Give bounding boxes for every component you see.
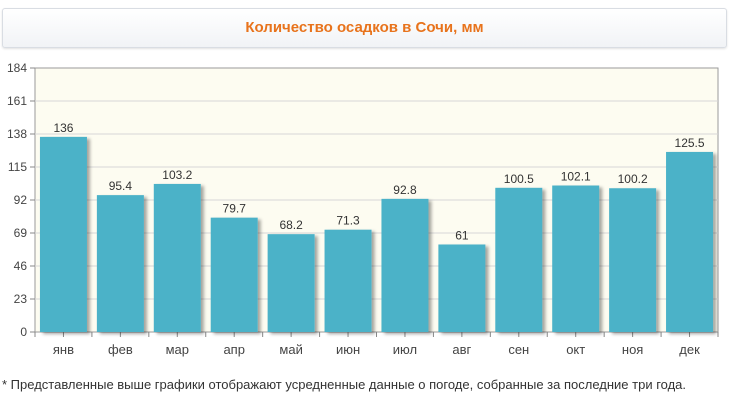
x-tick-label: фев: [108, 342, 133, 357]
value-label: 102.1: [561, 170, 591, 184]
bar-4: [210, 217, 258, 332]
value-label: 103.2: [162, 168, 192, 182]
bar-5: [267, 234, 315, 332]
y-tick-label: 0: [20, 325, 27, 339]
bar-1: [39, 136, 87, 332]
bar-12: [666, 151, 714, 332]
x-tick-label: июл: [393, 342, 417, 357]
y-axis: 0 23 46 69 92 115 138 161 184: [7, 61, 35, 339]
value-label: 92.8: [393, 183, 417, 197]
x-tick-label: апр: [223, 342, 245, 357]
bar-8: [438, 244, 486, 332]
bar-11: [609, 188, 657, 332]
y-tick-label: 115: [8, 160, 27, 174]
x-axis: янв фев мар апр май июн июл авг сен окт ноя дек: [34, 332, 719, 357]
chart-title-bar: Количество осадков в Сочи, мм: [2, 8, 727, 48]
value-label: 68.2: [279, 218, 303, 232]
value-labels: 136 95.4 103.2 79.7 68.2 71.3 92.8 61 100.5 102.1…: [53, 121, 704, 243]
x-tick-label: июн: [336, 342, 360, 357]
x-tick-label: ноя: [622, 342, 643, 357]
y-tick-label: 92: [14, 193, 28, 207]
x-tick-label: мар: [166, 342, 189, 357]
bar-9: [495, 187, 543, 332]
bar-6: [324, 229, 372, 332]
x-tick-label: дек: [679, 342, 700, 357]
value-label: 79.7: [223, 202, 247, 216]
value-label: 100.2: [618, 172, 648, 186]
x-tick-label: сен: [508, 342, 529, 357]
y-tick-label: 138: [7, 127, 27, 141]
y-tick-label: 23: [14, 292, 28, 306]
footnote: * Представленные выше графики отображают…: [2, 377, 687, 392]
value-label: 100.5: [504, 172, 534, 186]
x-tick-label: янв: [53, 342, 74, 357]
y-tick-label: 161: [7, 94, 27, 108]
y-tick-label: 46: [14, 259, 28, 273]
x-tick-label: авг: [452, 342, 471, 357]
value-label: 95.4: [109, 179, 133, 193]
bar-7: [381, 198, 429, 332]
value-label: 136: [53, 121, 73, 135]
value-label: 125.5: [675, 136, 705, 150]
y-tick-label: 69: [14, 226, 28, 240]
bars: [39, 136, 714, 332]
chart-title: Количество осадков в Сочи, мм: [245, 19, 484, 36]
value-label: 61: [455, 228, 469, 242]
value-label: 71.3: [336, 214, 360, 228]
x-tick-label: май: [279, 342, 302, 357]
precipitation-bar-chart: 0 23 46 69 92 115 138 161 184 янв фев мар апр май июн…: [7, 61, 719, 357]
bar-10: [552, 185, 600, 332]
bar-2: [96, 195, 144, 332]
y-tick-label: 184: [7, 61, 27, 75]
bar-3: [153, 183, 201, 332]
grid-lines: [35, 100, 718, 300]
x-tick-label: окт: [566, 342, 585, 357]
